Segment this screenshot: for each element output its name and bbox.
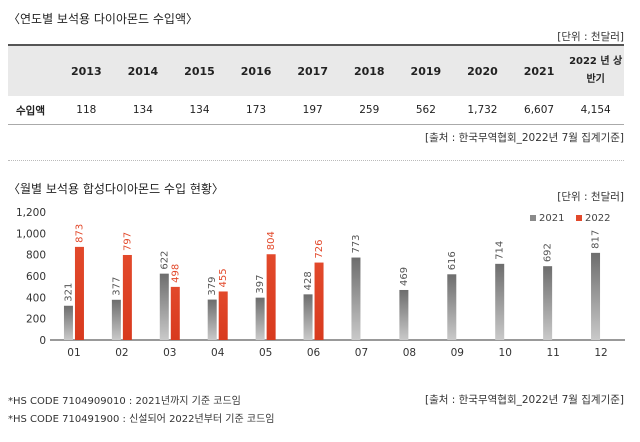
- data-label-2021: 817: [591, 230, 602, 249]
- legend-label-2022: 2022: [585, 213, 610, 224]
- bar-2021: [303, 294, 313, 340]
- yearly-import-table: 2013 2014 2015 2016 2017 2018 2019 2020 …: [8, 44, 624, 125]
- table-cell: 259: [340, 96, 398, 125]
- table-title: 〈연도별 보석용 다이아몬드 수입액〉: [8, 12, 199, 26]
- data-label-2021: 321: [63, 283, 74, 302]
- bar-2022: [314, 262, 324, 340]
- y-tick-label: 0: [39, 335, 46, 347]
- bar-2022: [218, 291, 228, 340]
- bar-2021: [63, 305, 73, 340]
- bar-2021: [207, 299, 217, 340]
- table-cell: 1,732: [454, 96, 511, 125]
- table-cell: 562: [397, 96, 455, 125]
- data-label-2021: 397: [255, 275, 266, 294]
- bar-2022: [266, 254, 276, 340]
- x-tick-label: 01: [67, 347, 80, 359]
- data-label-2021: 616: [447, 251, 458, 270]
- data-label-2021: 377: [111, 277, 122, 296]
- table-header-row: 2013 2014 2015 2016 2017 2018 2019 2020 …: [8, 44, 624, 96]
- data-label-2022: 455: [218, 268, 229, 287]
- legend-swatch-2022: [576, 215, 582, 221]
- table-row: 수입액 118 134 134 173 197 259 562 1,732 6,…: [8, 96, 624, 125]
- table-source: [출처 : 한국무역협회_2022년 7월 집계기준]: [425, 132, 624, 144]
- x-tick-label: 08: [403, 347, 416, 359]
- table-header-cell: 2013: [58, 44, 115, 96]
- data-label-2021: 714: [495, 241, 506, 260]
- y-tick-label: 800: [26, 250, 46, 262]
- table-unit: [단위 : 천달러]: [557, 31, 624, 43]
- x-tick-label: 09: [451, 347, 464, 359]
- table-cell: 134: [171, 96, 228, 125]
- x-tick-label: 06: [307, 347, 321, 359]
- bar-2021: [159, 273, 169, 340]
- bar-2021: [111, 299, 121, 340]
- data-label-2022: 873: [74, 224, 85, 243]
- table-header-cell: 2022 년 상반기: [567, 44, 624, 96]
- table-header-cell: 2014: [114, 44, 172, 96]
- table-cell: 4,154: [567, 96, 624, 125]
- data-label-2021: 773: [351, 234, 362, 253]
- bar-2022: [170, 286, 180, 340]
- bar-2022: [74, 246, 84, 340]
- x-tick-label: 04: [211, 347, 225, 359]
- table-header-cell: 2019: [397, 44, 455, 96]
- bar-2021: [255, 297, 265, 340]
- x-tick-label: 12: [594, 347, 607, 359]
- table-header-cell: 2021: [510, 44, 568, 96]
- y-tick-label: 200: [26, 314, 46, 326]
- table-header-cell: 2015: [171, 44, 228, 96]
- data-label-2022: 726: [314, 239, 325, 258]
- chart-unit: [단위 : 천달러]: [557, 191, 624, 203]
- data-label-2022: 804: [266, 231, 277, 250]
- table-header-cell: 2016: [227, 44, 285, 96]
- bar-2022: [122, 254, 132, 340]
- table-header-cell: 2018: [340, 44, 398, 96]
- bar-2021: [543, 266, 553, 340]
- data-label-2022: 498: [170, 264, 181, 283]
- data-label-2021: 379: [207, 276, 218, 295]
- data-label-2021: 469: [399, 267, 410, 286]
- bar-2021: [447, 274, 457, 340]
- data-label-2022: 797: [122, 232, 133, 251]
- table-corner: [8, 44, 58, 96]
- bar-2021: [495, 263, 505, 340]
- section-divider: [8, 160, 624, 161]
- x-tick-label: 03: [163, 347, 176, 359]
- table-header-cell: 2017: [284, 44, 341, 96]
- x-tick-label: 10: [499, 347, 512, 359]
- bar-2021: [351, 257, 361, 340]
- x-tick-label: 02: [115, 347, 128, 359]
- table-row-label: 수입액: [8, 96, 58, 125]
- table-cell: 134: [114, 96, 172, 125]
- y-tick-label: 400: [26, 292, 46, 304]
- x-tick-label: 11: [546, 347, 559, 359]
- table-cell: 6,607: [510, 96, 568, 125]
- legend-label-2021: 2021: [539, 213, 564, 224]
- y-tick-label: 1,200: [16, 207, 46, 219]
- x-tick-label: 05: [259, 347, 272, 359]
- data-label-2021: 622: [159, 251, 170, 270]
- chart-source: [출처 : 한국무역협회_2022년 7월 집계기준]: [425, 394, 624, 406]
- table-cell: 197: [284, 96, 341, 125]
- note-line-1: *HS CODE 7104909010 : 2021년까지 기준 코드임: [8, 396, 241, 407]
- table-header-cell: 2020: [454, 44, 511, 96]
- bar-2021: [399, 289, 409, 340]
- chart-title: 〈월별 보석용 합성다이아몬드 수입 현황〉: [8, 182, 224, 196]
- x-tick-label: 07: [355, 347, 368, 359]
- data-label-2021: 692: [543, 243, 554, 262]
- legend-swatch-2021: [530, 215, 536, 221]
- y-tick-label: 600: [26, 271, 46, 283]
- bar-2021: [591, 252, 601, 340]
- table-cell: 118: [58, 96, 115, 125]
- y-tick-label: 1,000: [16, 228, 46, 240]
- data-label-2021: 428: [303, 271, 314, 290]
- note-line-2: *HS CODE 710491900 : 신설되어 2022년부터 기준 코드임: [8, 414, 275, 425]
- table-cell: 173: [227, 96, 285, 125]
